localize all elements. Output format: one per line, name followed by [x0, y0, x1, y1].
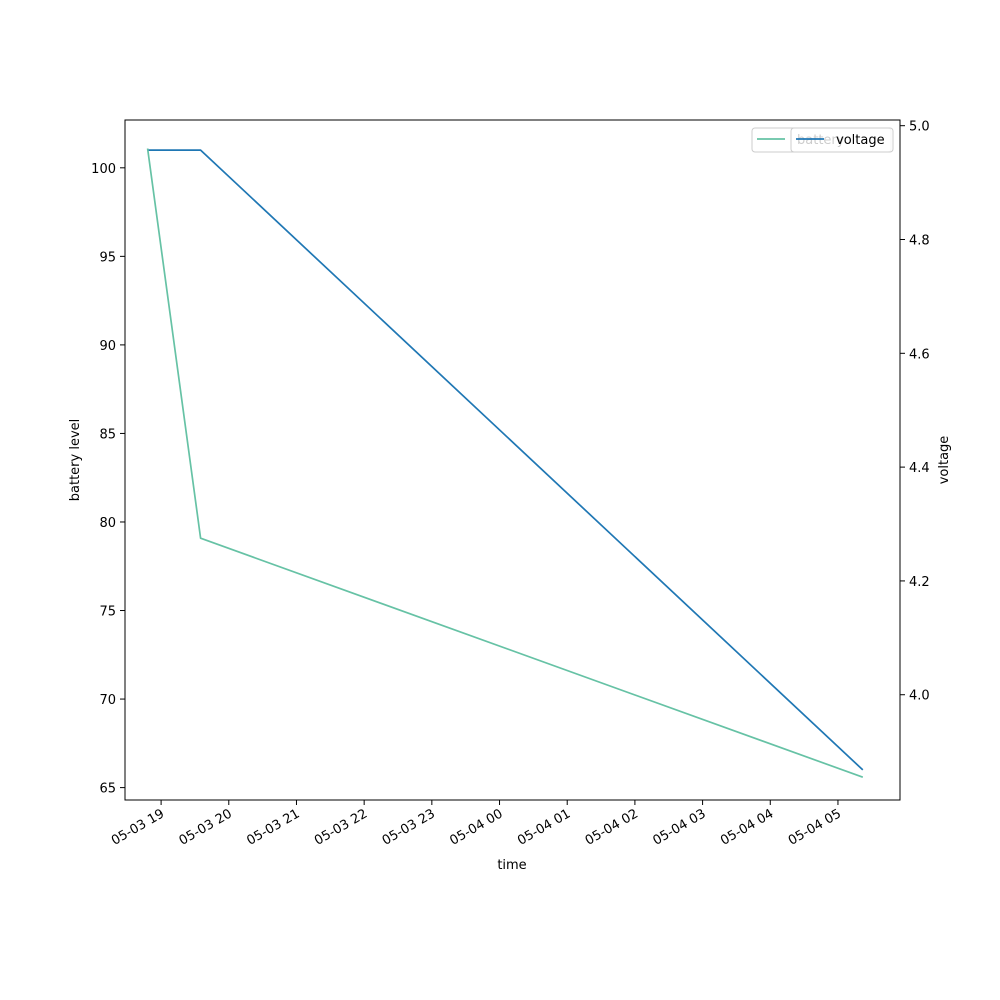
x-tick-label: 05-03 19: [109, 806, 167, 848]
x-tick-label: 05-04 01: [515, 806, 573, 848]
y-axis-left-label: battery level: [68, 419, 83, 502]
y-left-tick-label: 100: [91, 162, 116, 177]
y-left-tick-label: 70: [99, 693, 116, 708]
x-tick-label: 05-03 20: [177, 806, 235, 848]
x-tick-label: 05-04 05: [786, 806, 844, 848]
plot-frame: [124, 119, 901, 801]
y-left-tick-label: 75: [99, 605, 116, 620]
y-right-tick-label: 5.0: [909, 120, 930, 135]
x-tick-label: 05-04 02: [583, 806, 641, 848]
legend-box: [790, 127, 894, 153]
y-right-tick-label: 4.8: [909, 233, 930, 248]
y-left-tick-label: 90: [99, 339, 116, 354]
plot-area: [125, 120, 900, 800]
x-tick-label: 05-04 00: [447, 806, 505, 848]
series-line-battery: [147, 149, 864, 771]
legend-voltage: voltage: [790, 127, 894, 153]
series-line-voltage: [146, 148, 864, 778]
x-tick-label: 05-03 23: [380, 806, 438, 848]
y-right-tick-label: 4.0: [909, 689, 930, 704]
y-left-tick-label: 85: [99, 427, 116, 442]
x-tick-label: 05-03 21: [244, 806, 302, 848]
y-right-tick-label: 4.2: [909, 575, 930, 590]
y-left-tick-label: 80: [99, 516, 116, 531]
x-axis-label: time: [497, 858, 526, 873]
x-tick-label: 05-04 04: [718, 806, 776, 848]
y-left-tick-label: 65: [99, 782, 116, 797]
y-left-tick-label: 95: [99, 250, 116, 265]
x-tick-label: 05-03 22: [312, 806, 370, 848]
y-right-tick-label: 4.4: [909, 461, 930, 476]
y-right-tick-label: 4.6: [909, 347, 930, 362]
y-axis-right-label: voltage: [937, 436, 952, 485]
x-tick-label: 05-04 03: [650, 806, 708, 848]
legend-layer: batteryvoltage: [751, 127, 894, 153]
legend-label: voltage: [836, 133, 885, 148]
series-layer: [146, 148, 864, 778]
